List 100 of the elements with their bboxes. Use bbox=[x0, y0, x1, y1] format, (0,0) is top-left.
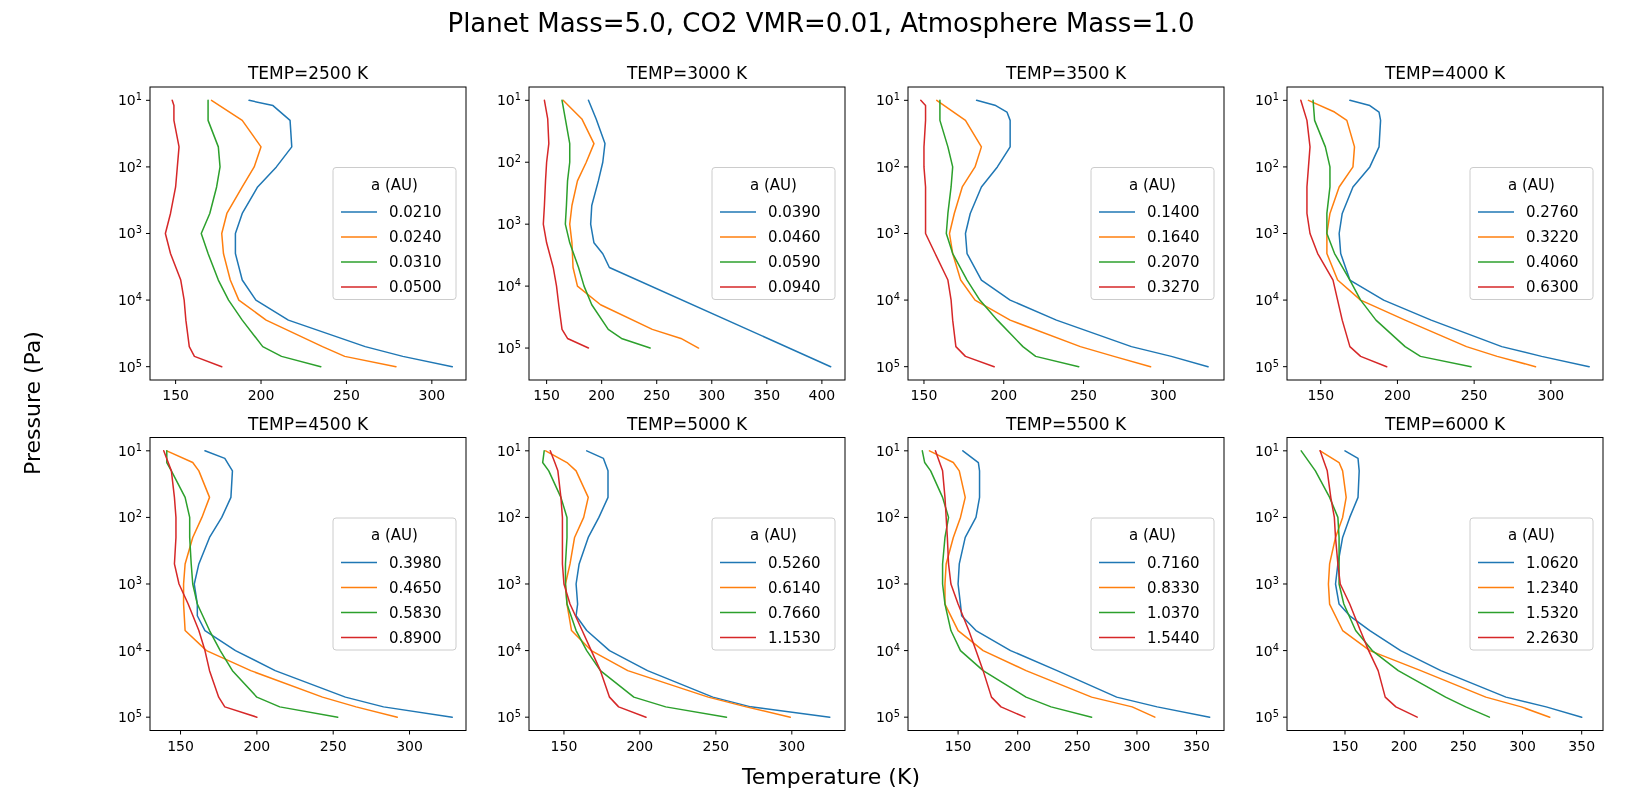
text: Planet Mass=5.0, CO2 VMR=0.01, Atmosphere Mass=1.0 bbox=[447, 8, 1195, 38]
legend-label: 0.0310 bbox=[389, 253, 442, 271]
legend-label: 0.4060 bbox=[1526, 253, 1579, 271]
legend-label: 1.5320 bbox=[1526, 603, 1579, 622]
y-tick-label: 10$^{5}$ bbox=[117, 357, 142, 375]
y-tick-label: 10$^{4}$ bbox=[496, 641, 521, 659]
legend-title: a (AU) bbox=[1129, 526, 1176, 544]
line-series bbox=[575, 450, 831, 718]
y-tick-label: 10$^{5}$ bbox=[875, 357, 900, 375]
y-tick-label: 10$^{4}$ bbox=[1254, 290, 1279, 309]
y-tick-label: 10$^{2}$ bbox=[117, 157, 142, 175]
line-series bbox=[939, 99, 1080, 368]
x-tick-label: 200 bbox=[247, 387, 275, 403]
legend-label: 0.7160 bbox=[1147, 553, 1200, 572]
chart-title: TEMP=6000 K bbox=[1383, 413, 1506, 434]
x-tick-label: 350 bbox=[753, 387, 781, 403]
legend-label: 0.8900 bbox=[389, 628, 442, 647]
line-series bbox=[562, 99, 700, 349]
line-series bbox=[921, 450, 1093, 718]
x-tick-label: 300 bbox=[778, 737, 806, 754]
x-tick-label: 150 bbox=[910, 387, 938, 403]
legend-label: 0.0460 bbox=[768, 228, 821, 246]
legend-label: 0.7660 bbox=[768, 603, 821, 622]
y-tick-label: 10$^{5}$ bbox=[117, 707, 142, 726]
legend-label: 1.0620 bbox=[1526, 553, 1579, 572]
line-series bbox=[164, 99, 223, 368]
x-tick-label: 400 bbox=[808, 387, 836, 403]
x-tick-label: 150 bbox=[167, 737, 194, 754]
y-tick-label: 10$^{3}$ bbox=[117, 574, 142, 592]
x-tick-label: 300 bbox=[1149, 387, 1177, 403]
legend-label: 0.6300 bbox=[1526, 278, 1579, 296]
x-tick-label: 350 bbox=[1568, 737, 1596, 754]
x-tick-label: 250 bbox=[1063, 737, 1091, 754]
line-series bbox=[1312, 99, 1472, 368]
x-tick-label: 250 bbox=[702, 737, 730, 754]
y-tick-label: 10$^{5}$ bbox=[496, 338, 521, 357]
chart-title: TEMP=4500 K bbox=[246, 413, 369, 434]
y-tick-label: 10$^{1}$ bbox=[496, 90, 521, 109]
legend-title: a (AU) bbox=[1508, 526, 1555, 544]
chart-title: TEMP=2500 K bbox=[246, 63, 369, 83]
line-series bbox=[964, 99, 1209, 368]
legend-label: 1.1530 bbox=[768, 628, 821, 647]
x-tick-label: 200 bbox=[1004, 737, 1032, 754]
line-series bbox=[561, 99, 651, 349]
line-series bbox=[162, 450, 258, 718]
line-series bbox=[234, 99, 454, 368]
x-tick-label: 300 bbox=[1537, 387, 1565, 403]
y-tick-label: 10$^{5}$ bbox=[1254, 357, 1279, 375]
x-tick-label: 250 bbox=[1460, 387, 1488, 403]
legend-title: a (AU) bbox=[371, 526, 418, 544]
line-series bbox=[934, 450, 1026, 718]
x-tick-label: 300 bbox=[1509, 737, 1536, 754]
y-tick-label: 10$^{4}$ bbox=[496, 276, 521, 295]
legend-title: a (AU) bbox=[371, 175, 418, 194]
legend-label: 0.3220 bbox=[1526, 228, 1579, 246]
y-tick-label: 10$^{4}$ bbox=[117, 641, 142, 659]
y-tick-label: 10$^{3}$ bbox=[117, 224, 142, 242]
x-tick-label: 150 bbox=[550, 737, 578, 754]
x-tick-label: 300 bbox=[418, 387, 446, 403]
x-tick-label: 250 bbox=[1449, 737, 1477, 754]
y-tick-label: 10$^{3}$ bbox=[496, 574, 521, 592]
x-tick-label: 300 bbox=[1123, 737, 1151, 754]
legend-label: 1.2340 bbox=[1526, 578, 1579, 597]
legend-label: 0.2070 bbox=[1147, 253, 1200, 271]
x-tick-label: 150 bbox=[533, 387, 560, 403]
line-series bbox=[587, 99, 832, 368]
legend-label: 1.0370 bbox=[1147, 603, 1200, 622]
legend-label: 0.0500 bbox=[389, 278, 442, 296]
y-tick-label: 10$^{3}$ bbox=[1254, 574, 1279, 592]
y-tick-label: 10$^{3}$ bbox=[1254, 224, 1279, 242]
y-tick-label: 10$^{3}$ bbox=[875, 224, 900, 242]
y-tick-label: 10$^{2}$ bbox=[117, 507, 142, 526]
legend-label: 0.1400 bbox=[1147, 203, 1200, 221]
legend-title: a (AU) bbox=[1508, 175, 1555, 194]
y-tick-label: 10$^{1}$ bbox=[1254, 90, 1279, 109]
y-tick-label: 10$^{4}$ bbox=[117, 290, 142, 309]
x-tick-label: 250 bbox=[1070, 387, 1097, 403]
y-tick-label: 10$^{5}$ bbox=[496, 707, 521, 726]
legend-label: 0.5260 bbox=[768, 553, 821, 572]
line-series bbox=[1319, 450, 1418, 718]
y-tick-label: 10$^{1}$ bbox=[117, 441, 142, 459]
x-tick-label: 200 bbox=[1384, 387, 1411, 403]
y-tick-label: 10$^{1}$ bbox=[875, 441, 900, 459]
x-tick-label: 250 bbox=[643, 387, 671, 403]
legend-label: 0.3270 bbox=[1147, 278, 1200, 296]
text: Temperature (K) bbox=[741, 764, 920, 789]
chart-title: TEMP=3500 K bbox=[1004, 63, 1127, 83]
line-series bbox=[920, 99, 995, 368]
x-tick-label: 250 bbox=[319, 737, 347, 754]
x-tick-label: 150 bbox=[1331, 737, 1359, 754]
legend-label: 0.4650 bbox=[389, 578, 442, 597]
line-series bbox=[957, 450, 1211, 718]
y-tick-label: 10$^{1}$ bbox=[496, 441, 521, 459]
line-series bbox=[1300, 450, 1491, 718]
y-tick-label: 10$^{2}$ bbox=[496, 507, 521, 526]
y-tick-label: 10$^{2}$ bbox=[875, 157, 900, 175]
y-tick-label: 10$^{5}$ bbox=[875, 707, 900, 726]
x-tick-label: 150 bbox=[162, 387, 189, 403]
x-tick-label: 350 bbox=[1183, 737, 1210, 754]
line-series bbox=[166, 450, 339, 718]
